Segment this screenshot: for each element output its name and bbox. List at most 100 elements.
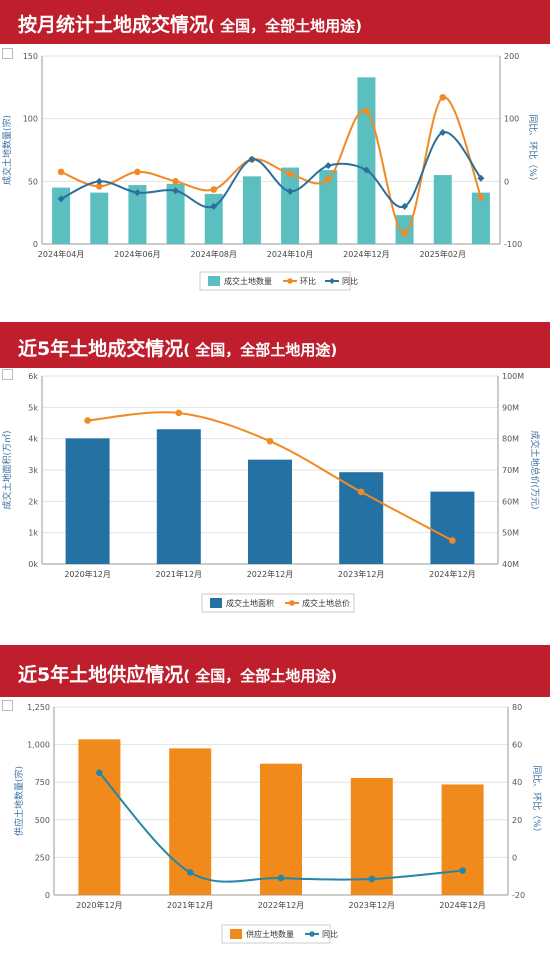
line-point — [210, 186, 218, 193]
bar — [433, 175, 452, 244]
legend-label: 供应土地数量 — [246, 929, 294, 939]
y2-tick-label: 80M — [502, 435, 519, 444]
line-point — [95, 183, 103, 190]
line-point — [172, 178, 179, 185]
y2-tick-label: 200 — [504, 52, 519, 61]
legend-box — [201, 593, 355, 613]
y-tick-label: 3k — [28, 466, 38, 475]
y-tick-label: 1,250 — [27, 703, 50, 712]
line-point — [286, 187, 294, 195]
legend-marker — [309, 931, 315, 937]
line-point — [96, 769, 103, 777]
legend-marker — [287, 278, 293, 284]
legend-swatch — [208, 276, 220, 286]
bar — [357, 77, 376, 244]
line-point — [324, 162, 332, 170]
chart-5yr-deals: 0k 1k 2k 3k 4k 5k 6k 40M 50M 60M 70M 80M 90M 100M 成交土地… — [1, 372, 541, 613]
y-axis-title: 成交土地数量(宗) — [1, 115, 13, 185]
legend-label: 成交土地总价 — [302, 598, 350, 608]
line-point — [401, 230, 408, 237]
x-tick-label: 2022年12月 — [258, 900, 305, 910]
bar — [441, 784, 484, 895]
y-tick-label: 2k — [28, 497, 38, 506]
y-tick-label: 750 — [35, 778, 50, 787]
y-tick-label: 100 — [23, 115, 38, 124]
bar — [90, 192, 109, 244]
line-point — [401, 202, 409, 210]
y2-tick-label: 20 — [512, 816, 522, 825]
y2-axis-title: 同比、环比（%） — [527, 114, 539, 186]
y-tick-label: 4k — [28, 435, 38, 444]
bar — [166, 183, 185, 244]
line-point — [95, 177, 103, 185]
line-point — [324, 176, 332, 183]
x-tick-label: 2023年12月 — [349, 900, 396, 910]
line-point — [368, 875, 376, 883]
bar — [52, 187, 71, 244]
line-point — [477, 174, 485, 182]
bar — [339, 472, 384, 564]
bar — [128, 185, 147, 244]
y2-tick-label: 0 — [504, 177, 509, 186]
x-tick-label: 2024年12月 — [439, 900, 486, 910]
y2-axis-title: 成交土地总价(万元) — [529, 430, 541, 509]
line-point — [210, 202, 218, 210]
y-tick-label: 6k — [28, 372, 38, 381]
line-point — [172, 187, 180, 195]
x-tick-label: 2024年10月 — [267, 249, 314, 259]
x-tick-label: 2022年12月 — [247, 569, 294, 579]
x-tick-label: 2024年08月 — [190, 249, 237, 259]
line-point — [84, 417, 91, 424]
bar — [281, 167, 300, 244]
x-tick-label: 2020年12月 — [76, 900, 123, 910]
y2-tick-label: 90M — [502, 403, 519, 412]
banner-subtitle: ( 全国，全部土地用途) — [208, 17, 362, 35]
banner-subtitle: ( 全国，全部土地用途) — [183, 341, 338, 359]
y-tick-label: 5k — [28, 403, 38, 412]
line-point — [133, 189, 141, 197]
bar — [156, 429, 201, 564]
y2-tick-label: 60M — [502, 497, 519, 506]
y2-axis-title: 同比、环比（%） — [531, 765, 543, 837]
line-point — [286, 170, 294, 178]
chart-corner-marker — [2, 369, 13, 380]
banner-monthly: 按月统计土地成交情况( 全国，全部土地用途) — [0, 0, 550, 44]
y2-tick-label: 80 — [512, 703, 522, 712]
line-point — [186, 869, 194, 876]
x-tick-label: 2023年12月 — [338, 569, 385, 579]
legend-box — [221, 924, 331, 944]
legend-marker — [329, 278, 335, 284]
line-point — [477, 193, 485, 201]
line-point — [357, 488, 365, 496]
x-tick-label: 2024年12月 — [343, 249, 390, 259]
line-point — [266, 437, 274, 445]
banner-title: 近5年土地供应情况 — [18, 664, 184, 686]
y2-tick-label: 70M — [502, 466, 519, 475]
line-point — [277, 874, 285, 882]
y-tick-label: 50 — [28, 177, 38, 186]
y-tick-label: 0k — [28, 560, 38, 569]
y-tick-label: 0 — [33, 240, 38, 249]
x-tick-label: 2020年12月 — [64, 569, 111, 579]
x-tick-label: 2021年12月 — [156, 569, 203, 579]
x-tick-label: 2021年12月 — [167, 900, 214, 910]
line-point — [439, 94, 447, 101]
y2-tick-label: 100 — [504, 115, 519, 124]
chart-corner-marker — [2, 700, 13, 711]
line-point — [57, 195, 65, 203]
y2-tick-label: 60 — [512, 741, 522, 750]
x-tick-label: 2024年12月 — [429, 569, 476, 579]
bar — [248, 459, 292, 564]
y-tick-label: 1,000 — [27, 741, 50, 750]
line-point — [459, 867, 466, 874]
y-tick-label: 0 — [45, 891, 50, 900]
line-point — [449, 537, 456, 544]
chart-5yr-supply: 0 250 500 750 1,000 1,250 -20 0 20 40 60 80 供应土地数量(宗… — [13, 703, 543, 944]
banner-title: 按月统计土地成交情况 — [18, 14, 209, 36]
legend-label: 环比 — [300, 276, 316, 286]
y2-tick-label: -20 — [512, 891, 525, 900]
y2-tick-label: 0 — [512, 853, 517, 862]
y-axis-title: 成交土地面积(万㎡) — [1, 430, 13, 509]
legend-label: 成交土地数量 — [224, 276, 272, 286]
line-point — [175, 409, 183, 417]
